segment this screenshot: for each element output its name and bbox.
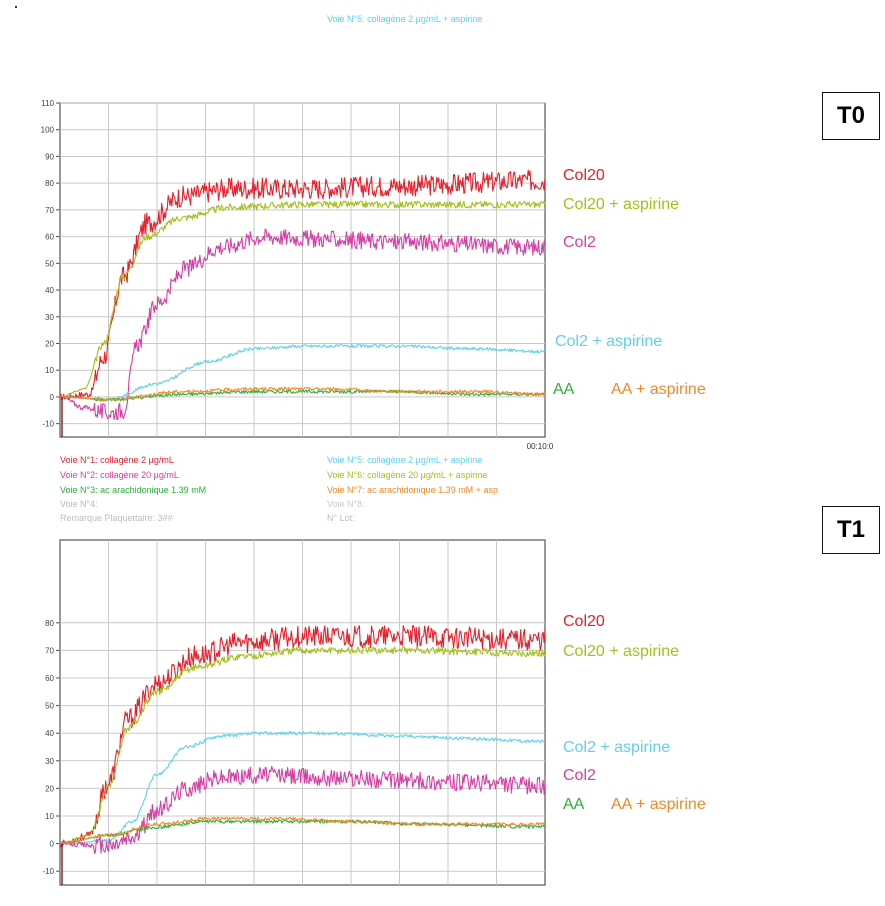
legend-voie6: Voie N°6: collagène 20 µg/mL + aspirine [327, 470, 488, 480]
t1-ytick-label: 20 [45, 784, 54, 793]
t1-ytick-label: 50 [45, 702, 54, 711]
t1-series-col20 [59, 625, 546, 848]
t1-series-col20-plus-aspirine [59, 646, 546, 845]
t1-label-col20: Col20 [563, 613, 605, 630]
t0-series-col2 [59, 228, 546, 421]
t0-label-aa: AA [553, 381, 575, 398]
legend-voie1: Voie N°1: collagène 2 µg/mL [60, 455, 174, 465]
t0-time-end-label: 00:10:0 [527, 442, 554, 451]
t0-ytick-label: 0 [50, 393, 55, 402]
legend-voie8: Voie N°8: [327, 499, 365, 509]
t1-series-col2 [59, 765, 546, 854]
t0-ytick-label: 70 [45, 206, 54, 215]
t0-label-col2: Col2 [563, 234, 596, 251]
t0-ytick-label: 110 [41, 99, 54, 108]
legend-remarque: Remarque Plaquettaire: 3## [60, 513, 173, 523]
header-voie5: Voie N°5: collagène 2 µg/mL + aspirine [327, 14, 483, 24]
t0-label-col20-asp: Col20 + aspirine [563, 196, 680, 213]
legend-voie4: Voie N°4: [60, 499, 98, 509]
t1-label-col2-asp: Col2 + aspirine [563, 739, 671, 756]
t0-ytick-label: 30 [45, 313, 54, 322]
t0-ytick-label: 10 [45, 366, 54, 375]
t0-ytick-label: 90 [45, 152, 54, 161]
legend-voie2: Voie N°2: collagène 20 µg/mL [60, 470, 179, 480]
t1-label-aa-asp: AA + aspirine [611, 796, 706, 813]
t1-label-col20-asp: Col20 + aspirine [563, 643, 680, 660]
t0-ytick-label: 100 [41, 126, 55, 135]
t1-ytick-label: 40 [45, 729, 54, 738]
t0-box-label: T0 [836, 102, 865, 129]
t0-label-aa-asp: AA + aspirine [611, 381, 706, 398]
t0-label-col2-asp: Col2 + aspirine [555, 333, 663, 350]
t1-ytick-label: 0 [50, 840, 55, 849]
t1-plot: 80 70 60 50 40 30 20 10 0 -10 [42, 539, 546, 886]
t0-label-col20: Col20 [563, 167, 605, 184]
t0-box: T0 [822, 92, 880, 140]
t1-label-col2: Col2 [563, 767, 596, 784]
t1-box: T1 [822, 506, 880, 554]
t0-ytick-label: 60 [45, 233, 54, 242]
legend-voie3: Voie N°3: ac arachidonique 1.39 mM [60, 485, 207, 495]
t1-ytick-label: 60 [45, 674, 54, 683]
t1-ytick-label: 10 [45, 812, 54, 821]
t0-series-col20-plus-aspirine [59, 200, 546, 399]
legend-lot: N° Lot: [327, 513, 355, 523]
t0-series-aa-plus-aspirine [59, 386, 546, 402]
legend-voie5: Voie N°5: collagène 2 µg/mL + aspirine [327, 455, 483, 465]
t1-ytick-label: -10 [42, 867, 54, 876]
t0-ytick-label: 50 [45, 259, 54, 268]
t0-ytick-label: 40 [45, 286, 54, 295]
t0-series-col2-plus-aspirine [59, 344, 546, 402]
t1-series-col2-plus-aspirine [59, 731, 546, 845]
legend-voie7: Voie N°7: ac arachidonique 1.39 mM + asp [327, 485, 498, 495]
stray-dot [15, 6, 17, 8]
t0-series-col20 [59, 169, 546, 401]
t1-label-aa: AA [563, 796, 585, 813]
t0-ytick-label: 80 [45, 179, 54, 188]
t0-ytick-label: 20 [45, 339, 54, 348]
t1-ytick-label: 70 [45, 646, 54, 655]
t1-ytick-label: 80 [45, 619, 54, 628]
t0-ytick-label: -10 [42, 420, 54, 429]
t1-series-aa-plus-aspirine [59, 816, 546, 844]
t1-ytick-label: 30 [45, 757, 54, 766]
t1-box-label: T1 [836, 516, 865, 543]
